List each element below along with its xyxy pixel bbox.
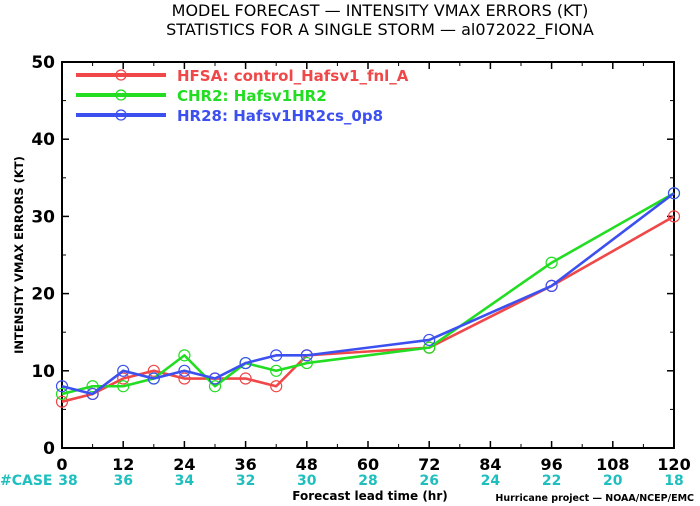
x-axis-label: Forecast lead time (hr) bbox=[292, 489, 448, 503]
case-count-label: #CASE bbox=[0, 473, 53, 489]
y-tick-label: 10 bbox=[31, 362, 55, 382]
case-count-value: 32 bbox=[236, 473, 255, 489]
x-tick-label: 36 bbox=[234, 455, 256, 474]
series-point bbox=[208, 372, 222, 385]
chart-title-line2: STATISTICS FOR A SINGLE STORM — al072022… bbox=[166, 20, 594, 40]
plot-area: 0 12 24 36 48 60 72 84 96 108 120 0 10 20 30 40 50 38 36 34… bbox=[31, 53, 690, 489]
series-point bbox=[545, 279, 558, 292]
series-2 bbox=[55, 187, 681, 401]
x-tick-label: 48 bbox=[296, 455, 318, 474]
series-point bbox=[208, 380, 222, 393]
series-point bbox=[239, 356, 252, 370]
y-tick-label: 0 bbox=[43, 439, 55, 459]
case-count-value: 20 bbox=[603, 473, 623, 489]
x-tick-label: 12 bbox=[112, 455, 134, 474]
x-tick-label: 24 bbox=[173, 455, 195, 474]
series-point bbox=[147, 364, 160, 377]
x-tick-label: 108 bbox=[596, 455, 629, 474]
series-point bbox=[117, 364, 130, 377]
legend-entry-chr2: CHR2: Hafsv1HR2 bbox=[76, 87, 327, 105]
y-tick-label: 20 bbox=[31, 285, 55, 305]
y-tick-label: 50 bbox=[31, 53, 55, 73]
series-line bbox=[61, 192, 675, 396]
legend-label-hfsa: HFSA: control_Hafsv1_fnl_A bbox=[177, 67, 409, 85]
case-count-value: 22 bbox=[542, 473, 561, 489]
series-point bbox=[270, 380, 283, 393]
series-point bbox=[545, 256, 558, 269]
legend: HFSA: control_Hafsv1_fnl_A CHR2: Hafsv1H… bbox=[76, 67, 409, 125]
case-count-value: 26 bbox=[419, 473, 438, 489]
series-point bbox=[117, 372, 130, 385]
series-point bbox=[423, 333, 436, 347]
series-point bbox=[667, 187, 681, 200]
case-count-value: 34 bbox=[175, 473, 195, 489]
y-tick-label: 40 bbox=[31, 130, 55, 150]
series-line bbox=[61, 192, 675, 396]
series-point bbox=[300, 356, 313, 370]
series-point bbox=[86, 380, 99, 393]
series-point bbox=[55, 387, 69, 401]
x-tick-label: 120 bbox=[657, 455, 690, 474]
case-count-value: 36 bbox=[113, 473, 132, 489]
x-tick-label: 96 bbox=[540, 455, 562, 474]
series-point bbox=[86, 387, 99, 401]
series-point bbox=[239, 372, 252, 385]
series-point bbox=[423, 341, 436, 354]
x-tick-label: 72 bbox=[418, 455, 440, 474]
series-point bbox=[178, 349, 191, 362]
series-point bbox=[117, 380, 130, 393]
legend-entry-hr28: HR28: Hafsv1HR2cs_0p8 bbox=[76, 107, 383, 125]
case-count-value: 30 bbox=[297, 473, 317, 489]
legend-entry-hfsa: HFSA: control_Hafsv1_fnl_A bbox=[76, 67, 409, 85]
series-point bbox=[178, 364, 191, 377]
case-count-value: 38 bbox=[58, 473, 77, 489]
legend-label-chr2: CHR2: Hafsv1HR2 bbox=[177, 87, 327, 105]
series-point bbox=[270, 349, 283, 362]
case-count-value: 18 bbox=[664, 473, 683, 489]
case-count-value: 24 bbox=[481, 473, 501, 489]
credit-text: Hurricane project — NOAA/NCEP/EMC bbox=[495, 493, 694, 504]
series-point bbox=[55, 380, 69, 393]
series-point bbox=[270, 364, 283, 377]
series-point bbox=[667, 210, 681, 223]
y-tick-label: 30 bbox=[31, 207, 55, 227]
series-point bbox=[55, 395, 69, 408]
case-count-value: 28 bbox=[358, 473, 377, 489]
legend-label-hr28: HR28: Hafsv1HR2cs_0p8 bbox=[177, 107, 383, 125]
x-tick-label: 60 bbox=[357, 455, 379, 474]
series-point bbox=[147, 372, 160, 385]
x-tick-label: 0 bbox=[56, 455, 67, 474]
chart-title-line1: MODEL FORECAST — INTENSITY VMAX ERRORS (… bbox=[172, 1, 589, 20]
series-layer bbox=[55, 187, 681, 408]
series-point bbox=[300, 349, 313, 362]
x-tick-label: 84 bbox=[479, 455, 501, 474]
series-point bbox=[178, 372, 191, 385]
y-axis-label: INTENSITY VMAX ERRORS (KT) bbox=[12, 156, 26, 354]
